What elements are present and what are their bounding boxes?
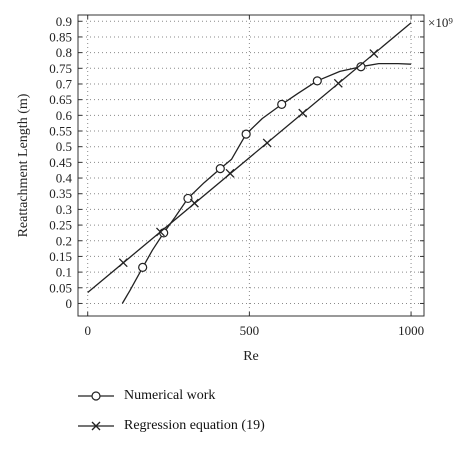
series-line <box>87 22 412 293</box>
y-tick-label: 0.35 <box>49 186 72 201</box>
data-point-x <box>118 258 128 268</box>
x-marker-stroke <box>189 198 199 208</box>
x-tick-label: 1000 <box>398 323 424 338</box>
x-marker-stroke <box>333 78 343 88</box>
y-tick-label: 0.5 <box>56 139 72 154</box>
y-tick-label: 0.85 <box>49 29 72 44</box>
y-tick-label: 0.2 <box>56 233 72 248</box>
data-point-circle <box>312 76 322 86</box>
legend-item-numerical: Numerical work <box>78 384 398 414</box>
legend-x-marker-icon <box>78 421 114 431</box>
y-tick-label: 0.25 <box>49 218 72 233</box>
x-axis-title: Re <box>243 349 259 364</box>
y-tick-label: 0 <box>66 296 73 311</box>
y-tick-label: 0.9 <box>56 14 72 29</box>
grid <box>78 15 424 316</box>
legend: Numerical work Regression equation (19) <box>78 384 398 444</box>
axis-ticks: 00.050.10.150.20.250.30.350.40.450.50.55… <box>49 14 424 338</box>
data-point-x <box>298 108 308 118</box>
y-tick-label: 0.15 <box>49 249 72 264</box>
x-marker-stroke <box>262 138 272 148</box>
data-point-x <box>369 49 379 59</box>
data-point-circle <box>138 262 148 273</box>
x-marker-stroke <box>298 108 308 118</box>
legend-item-regression: Regression equation (19) <box>78 414 398 444</box>
y-tick-label: 0.65 <box>49 92 72 107</box>
y-tick-label: 0.8 <box>56 45 72 60</box>
y-tick-label: 0.3 <box>56 202 72 217</box>
series-layer <box>87 22 412 304</box>
y-tick-label: 0.45 <box>49 155 72 170</box>
legend-label: Regression equation (19) <box>124 418 265 433</box>
data-point-circle <box>277 99 287 109</box>
data-point-circle <box>183 193 193 204</box>
x-marker-stroke <box>118 258 128 268</box>
x-marker-stroke <box>225 168 235 178</box>
data-point-x <box>225 168 235 178</box>
plot-frame <box>77 14 425 317</box>
x-marker-stroke <box>369 49 379 59</box>
data-point-x <box>333 78 343 88</box>
data-point-circle <box>356 62 366 72</box>
data-point-circle <box>241 129 251 139</box>
legend-label: Numerical work <box>124 388 216 403</box>
y-tick-label: 0.1 <box>56 265 72 280</box>
x-tick-label: 0 <box>84 323 91 338</box>
y-tick-label: 0.6 <box>56 108 73 123</box>
data-point-x <box>262 138 272 148</box>
data-point-circle <box>215 164 225 174</box>
data-point-x <box>189 198 199 208</box>
y-tick-label: 0.4 <box>56 171 73 186</box>
y-axis-title: Reattachment Length (m) <box>16 93 31 237</box>
chart-plot: 00.050.10.150.20.250.30.350.40.450.50.55… <box>16 14 453 364</box>
y-tick-label: 0.55 <box>49 124 72 139</box>
y-tick-label: 0.05 <box>49 280 72 295</box>
y-tick-label: 0.75 <box>49 61 72 76</box>
y-tick-label: 0.7 <box>56 76 73 91</box>
data-point-x <box>155 227 165 237</box>
legend-circle-marker-icon <box>78 391 114 401</box>
x-tick-label: 500 <box>240 323 260 338</box>
x-marker-stroke <box>155 227 165 237</box>
x-multiplier-label: ×10⁹ <box>428 15 453 30</box>
